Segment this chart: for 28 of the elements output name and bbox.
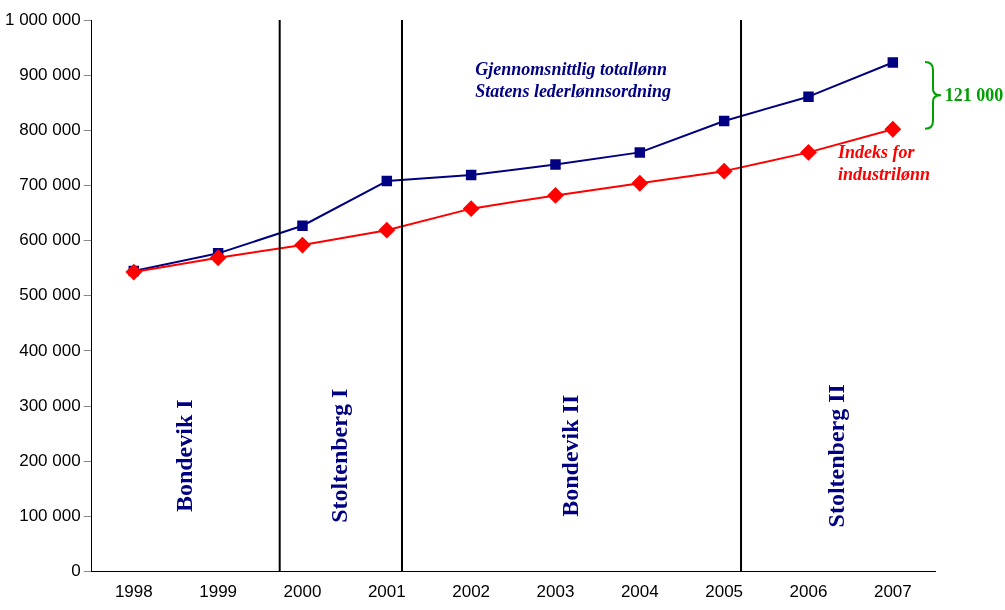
annotation: Stoltenberg II <box>823 384 850 528</box>
x-tick-label: 2003 <box>536 582 575 602</box>
x-tick-label: 2006 <box>789 582 828 602</box>
x-tick-label: 2002 <box>452 582 491 602</box>
y-tick-label: 500 000 <box>19 285 81 305</box>
y-tick-label: 0 <box>71 561 81 581</box>
y-tick-label: 400 000 <box>19 340 81 360</box>
x-tick-label: 2007 <box>873 582 912 602</box>
x-tick-label: 2005 <box>705 582 744 602</box>
x-tick-label: 1999 <box>199 582 238 602</box>
annotation: Bondevik I <box>170 399 197 513</box>
annotation: Bondevik II <box>556 394 583 517</box>
text: Gjennomsnittlig totallønn Statens lederlønnsordning <box>475 59 671 102</box>
y-tick-label: 900 000 <box>19 64 81 84</box>
x-tick-label: 2000 <box>283 582 322 602</box>
y-tick-label: 300 000 <box>19 395 81 415</box>
annotation: Stoltenberg I <box>326 388 353 523</box>
text: 121 000 <box>944 84 1004 105</box>
y-tick-label: 600 000 <box>19 230 81 250</box>
series-label: Indeks for industrilønn <box>837 142 931 185</box>
x-tick-label: 2001 <box>367 582 406 602</box>
x-tick-label: 1998 <box>114 582 153 602</box>
y-tick-label: 1 000 000 <box>4 9 81 29</box>
y-tick-label: 200 000 <box>19 450 81 470</box>
x-tick-label: 2004 <box>620 582 659 602</box>
y-tick-label: 700 000 <box>19 175 81 195</box>
y-tick-label: 800 000 <box>19 120 81 140</box>
y-tick-label: 100 000 <box>19 506 81 526</box>
